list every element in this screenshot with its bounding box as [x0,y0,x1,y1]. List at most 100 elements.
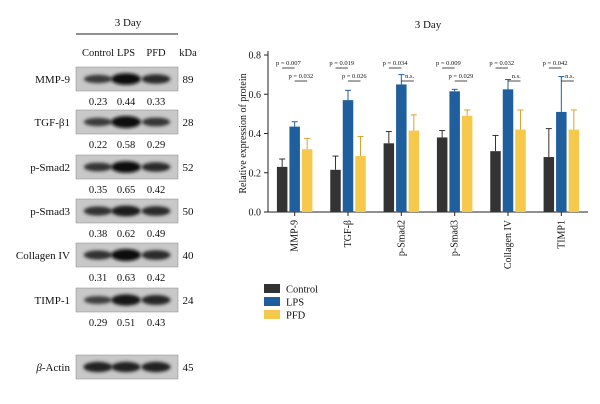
blot-quant-value: 0.29 [147,140,165,151]
bar-lps [289,126,300,212]
blot-row-label-rest: -Actin [42,362,71,374]
blot-row-label: p-Smad2 [30,162,70,174]
blot-kda-value: 52 [183,162,194,174]
blot-row-label: MMP-9 [35,74,70,86]
blot-band [83,206,113,216]
bar-control [383,143,395,212]
y-tick-label: 0.4 [249,129,262,140]
blot-quant-value: 0.43 [147,318,165,329]
p-value-label: p = 0.032 [489,60,514,67]
x-tick-label: p-Smad3 [450,220,461,256]
bar-control [276,166,288,212]
blot-quant-value: 0.42 [147,185,165,196]
blot-quant-value: 0.42 [147,273,165,284]
blot-quant-value: 0.22 [89,140,107,151]
y-tick-label: 0.8 [249,51,262,62]
p-value-label: p = 0.019 [329,60,354,67]
blot-band [111,294,141,306]
p-value-label: n.s. [512,73,521,80]
blot-band [83,162,113,172]
p-value-label: p = 0.007 [276,60,302,67]
bar-pfd [408,130,420,212]
blot-quant-value: 0.44 [117,97,136,108]
blot-band [111,361,141,373]
blot-column-label: LPS [117,48,135,59]
p-value-label: p = 0.029 [449,73,474,80]
blot-band [111,249,141,261]
blot-quant-value: 0.23 [89,97,107,108]
x-tick-label: MMP-9 [290,220,301,252]
p-value-label: p = 0.026 [342,73,368,80]
blot-quant-value: 0.58 [117,140,135,151]
blot-kda-value: 45 [183,362,195,374]
x-tick-label: TIMP1 [556,220,567,249]
blot-quant-value: 0.49 [147,229,165,240]
blot-column-label: Control [82,48,114,59]
blot-quant-value: 0.35 [89,185,107,196]
blot-row-label-greek: β [35,362,42,374]
bar-lps [396,84,407,212]
p-value-label: p = 0.042 [543,60,568,67]
legend-swatch [264,310,280,319]
blot-band [141,117,171,127]
blot-band [83,361,113,373]
blot-kda-value: 24 [183,295,195,307]
blot-kda-value: 28 [183,117,195,129]
blot-band [111,205,141,217]
bar-lps [449,91,460,212]
blot-band [141,206,171,216]
bar-pfd [461,115,473,212]
blot-band [111,161,141,173]
blot-row-label: TGF-β1 [34,117,70,129]
legend-swatch [264,284,280,293]
blot-day-label: 3 Day [115,17,142,29]
blot-band [141,162,171,172]
bar-lps [556,111,567,212]
blot-quant-value: 0.33 [147,97,165,108]
blot-row-label: TIMP-1 [35,295,70,307]
bar-pfd [568,129,580,212]
blot-unit-label: kDa [179,48,197,59]
blot-quant-value: 0.38 [89,229,107,240]
blot-band [111,116,141,128]
bar-control [490,151,501,212]
blot-column-label: PFD [146,48,166,59]
x-tick-label: TGF-β [343,220,354,247]
blot-band [83,117,113,127]
bar-control [436,137,448,212]
bar-control [543,157,555,212]
blot-band [84,296,112,304]
chart-title: 3 Day [415,19,442,31]
blot-band [141,361,171,373]
y-tick-label: 0.2 [249,168,262,179]
p-value-label: p = 0.034 [383,60,409,67]
blot-quant-value: 0.62 [117,229,135,240]
p-value-label: n.s. [565,73,574,80]
blot-kda-value: 40 [183,250,195,262]
blot-band [83,250,113,260]
y-tick-label: 0.6 [249,90,262,101]
blot-quant-value: 0.51 [117,318,135,329]
x-tick-label: Collagen IV [503,219,514,269]
blot-quant-value: 0.63 [117,273,135,284]
blot-band [111,73,141,85]
blot-row-label: β-Actin [35,362,70,374]
blot-band [141,250,171,260]
blot-kda-value: 89 [183,74,195,86]
blot-band [83,74,113,84]
legend-label: Control [286,285,318,296]
bar-lps [342,100,354,212]
blot-quant-value: 0.29 [89,318,107,329]
bar-chart-panel: 3 Day Relative expression of protein 0.0 0.… [230,0,600,404]
bar-lps [502,89,514,212]
bar-chart: 3 Day Relative expression of protein 0.0 0.… [238,19,588,322]
bar-control [330,169,341,212]
legend-label: LPS [286,298,304,309]
x-tick-label: p-Smad2 [396,220,407,256]
p-value-label: p = 0.009 [436,60,461,67]
legend-label: PFD [286,311,306,322]
bar-pfd [355,156,366,212]
blot-kda-value: 50 [183,206,195,218]
y-axis-label: Relative expression of protein [238,73,249,193]
bar-pfd [301,149,313,212]
